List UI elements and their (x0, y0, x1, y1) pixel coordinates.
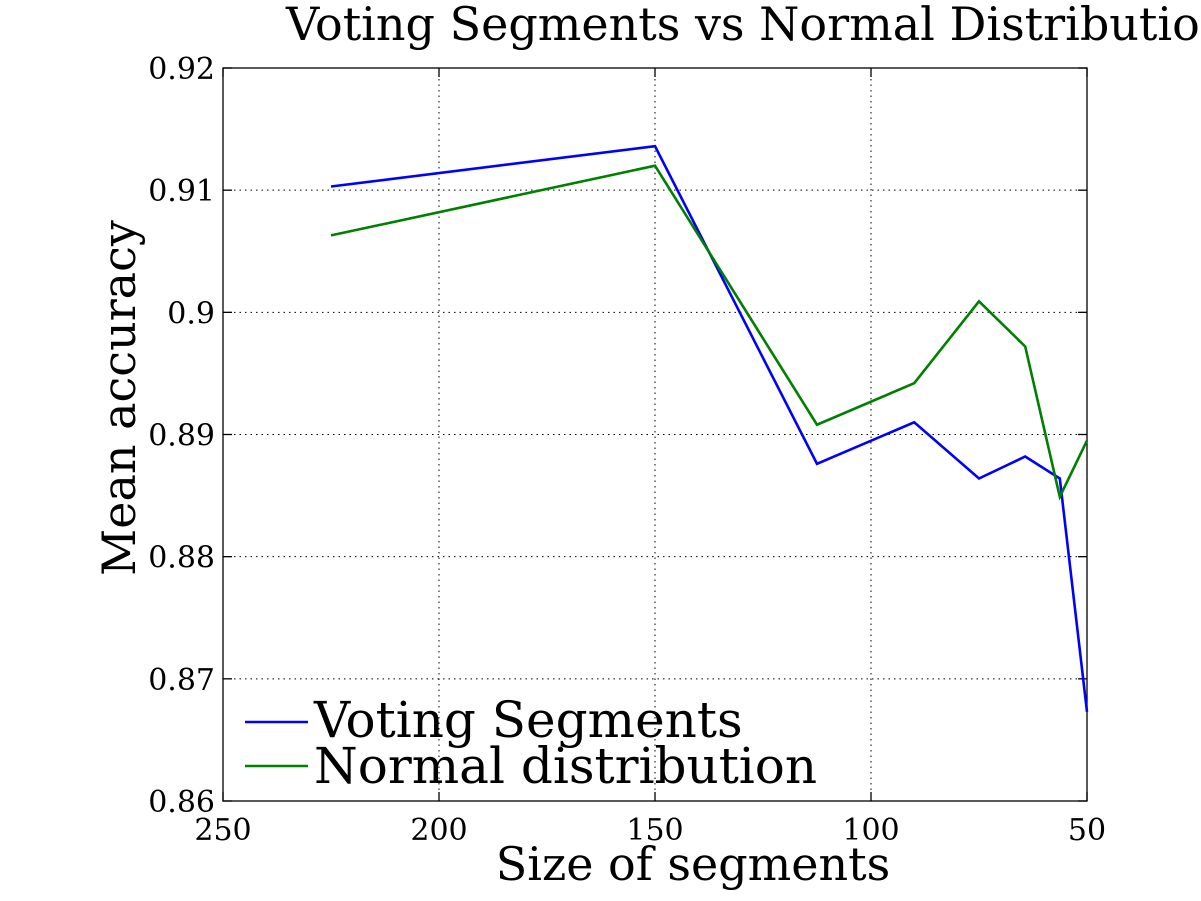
y-tick-label: 0.92 (148, 52, 215, 87)
series-line-voting-segments (330, 144, 1089, 712)
y-tick-label: 0.88 (148, 541, 215, 576)
x-tick-label: 100 (842, 813, 899, 848)
x-tick-label: 250 (194, 813, 251, 848)
grid-lines (223, 68, 1087, 801)
x-tick-label: 200 (410, 813, 467, 848)
x-tick-label: 50 (1068, 813, 1106, 848)
y-tick-label: 0.87 (148, 663, 215, 698)
y-tick-label: 0.86 (148, 785, 215, 820)
y-tick-label: 0.91 (148, 174, 215, 209)
ticks: 250 200 150 100 50 0.86 0.87 0.88 0.89 0.9 0.91 0.9… (148, 52, 1106, 848)
y-tick-label: 0.89 (148, 419, 215, 454)
y-axis-label: Mean accuracy (92, 220, 146, 576)
series (330, 144, 1089, 712)
x-axis-label: Size of segments (496, 837, 890, 891)
chart-title: Voting Segments vs Normal Distributio (285, 0, 1200, 51)
series-line-normal-distribution (330, 164, 1089, 501)
legend-label-voting-segments: Voting Segments (313, 691, 743, 749)
y-tick-label: 0.9 (167, 296, 215, 331)
legend: Voting Segments Normal distribution (245, 691, 817, 795)
x-tick-label: 150 (626, 813, 683, 848)
legend-label-normal-distribution: Normal distribution (314, 737, 817, 795)
